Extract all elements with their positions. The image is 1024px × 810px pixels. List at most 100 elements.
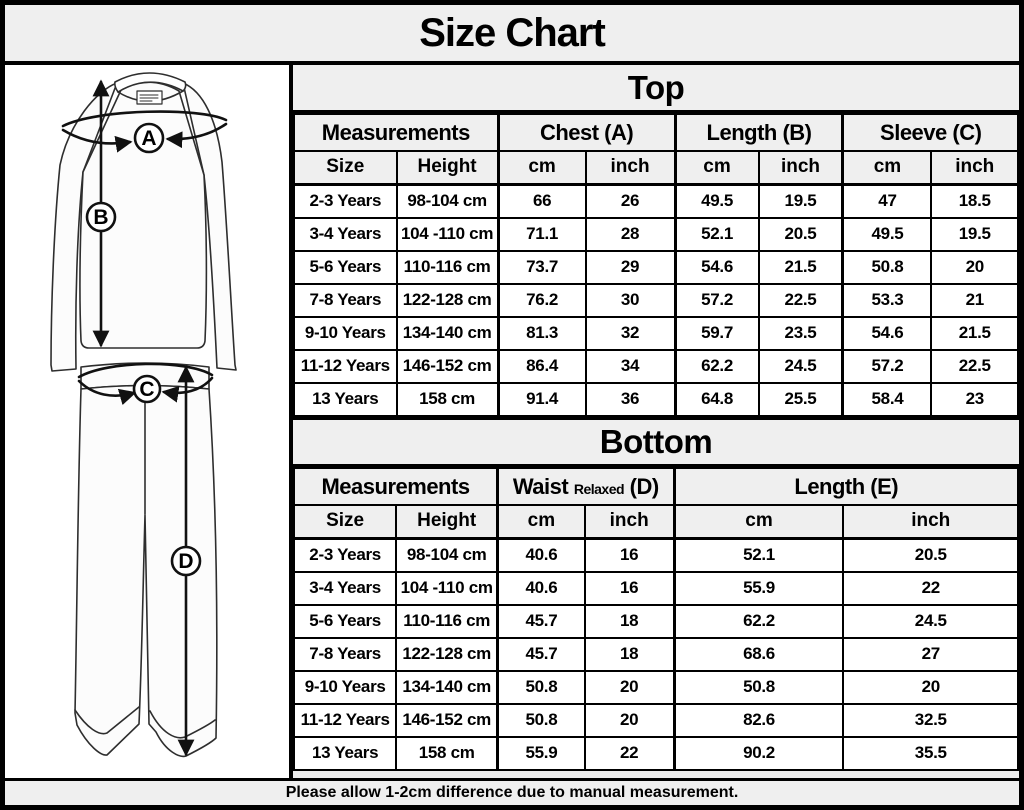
col-group-length-b: Length (B) <box>673 113 844 152</box>
table-cell: 25.5 <box>757 381 844 418</box>
waist-band-arc <box>77 362 214 379</box>
table-cell: 91.4 <box>496 381 587 418</box>
table-cell: 11-12 Years <box>293 348 398 384</box>
col-waist-inch: inch <box>583 504 676 540</box>
col-group-chest: Chest (A) <box>496 113 677 152</box>
table-cell: 2-3 Years <box>293 183 398 219</box>
col-height-bottom: Height <box>395 504 499 540</box>
table-cell: 57.2 <box>673 282 760 318</box>
table-row: 2-3 Years 98-104 cm 66 26 49.5 19.5 47 18.5 <box>293 183 1019 219</box>
table-cell: 40.6 <box>496 537 586 573</box>
waist-relaxed-label: Relaxed <box>573 480 625 497</box>
table-cell: 71.1 <box>496 216 587 252</box>
table-cell: 36 <box>584 381 677 418</box>
table-cell: 13 Years <box>293 381 398 418</box>
table-cell: 98-104 cm <box>395 537 499 573</box>
table-cell: 76.2 <box>496 282 587 318</box>
table-row: 2-3 Years 98-104 cm 40.6 16 52.1 20.5 <box>292 537 1019 573</box>
table-cell: 34 <box>584 348 677 384</box>
shirt-drawing <box>50 72 237 372</box>
badge-d: D <box>170 545 202 577</box>
table-row: 5-6 Years 110-116 cm 73.7 29 54.6 21.5 50.8 20 <box>293 249 1019 285</box>
table-cell: 18 <box>583 636 676 672</box>
shirt-body <box>79 81 208 349</box>
table-cell: 146-152 cm <box>395 348 500 384</box>
table-cell: 26 <box>584 183 677 219</box>
table-row: 13 Years 158 cm 55.9 22 90.2 35.5 <box>292 735 1019 772</box>
table-cell: 158 cm <box>395 381 500 418</box>
col-size: Size <box>293 150 398 186</box>
top-size-table: Measurements Chest (A) Length (B) Sleeve… <box>292 113 1019 418</box>
table-cell: 3-4 Years <box>293 216 398 252</box>
table-cell: 68.6 <box>672 636 845 672</box>
bottom-size-table: Measurements Waist Relaxed (D) Length (E… <box>292 467 1019 772</box>
table-cell: 22.5 <box>757 282 844 318</box>
table-cell: 22.5 <box>930 348 1019 384</box>
table-cell: 50.8 <box>496 669 586 705</box>
top-sub-header-row: Size Height cm inch cm inch cm inch <box>293 150 1019 186</box>
table-cell: 64.8 <box>673 381 760 418</box>
table-row: 7-8 Years 122-128 cm 45.7 18 68.6 27 <box>292 636 1019 672</box>
table-cell: 66 <box>496 183 587 219</box>
col-length-e-cm: cm <box>672 504 845 540</box>
table-cell: 146-152 cm <box>395 702 499 738</box>
col-height: Height <box>395 150 500 186</box>
table-row: 3-4 Years 104 -110 cm 40.6 16 55.9 22 <box>292 570 1019 606</box>
table-cell: 98-104 cm <box>395 183 500 219</box>
table-cell: 122-128 cm <box>395 636 499 672</box>
table-row: 11-12 Years 146-152 cm 86.4 34 62.2 24.5 57.2 2… <box>293 348 1019 384</box>
top-section-title: Top <box>627 68 685 106</box>
table-cell: 19.5 <box>930 216 1019 252</box>
col-group-sleeve: Sleeve (C) <box>841 113 1019 152</box>
table-row: 5-6 Years 110-116 cm 45.7 18 62.2 24.5 <box>292 603 1019 639</box>
col-chest-cm: cm <box>496 150 587 186</box>
table-cell: 16 <box>583 537 676 573</box>
col-chest-inch: inch <box>584 150 677 186</box>
table-cell: 47 <box>841 183 933 219</box>
bottom-section-banner: Bottom <box>293 417 1019 467</box>
table-cell: 21.5 <box>930 315 1019 351</box>
table-cell: 62.2 <box>673 348 760 384</box>
pants-left-cuff <box>74 706 140 735</box>
badge-c-letter: C <box>139 378 154 401</box>
table-cell: 5-6 Years <box>292 603 398 639</box>
table-cell: 54.6 <box>673 249 760 285</box>
table-cell: 20 <box>583 669 676 705</box>
table-cell: 55.9 <box>496 735 586 772</box>
table-cell: 58.4 <box>841 381 933 418</box>
table-cell: 49.5 <box>841 216 933 252</box>
table-cell: 52.1 <box>672 537 845 573</box>
col-group-waist: Waist Relaxed (D) <box>496 467 676 506</box>
table-cell: 28 <box>584 216 677 252</box>
badge-b: B <box>85 201 117 233</box>
table-cell: 110-116 cm <box>395 603 499 639</box>
table-cell: 20 <box>930 249 1019 285</box>
col-waist-cm: cm <box>496 504 586 540</box>
top-section-banner: Top <box>293 65 1019 113</box>
page-title: Size Chart <box>5 5 1019 65</box>
table-cell: 23.5 <box>757 315 844 351</box>
table-cell: 19.5 <box>757 183 844 219</box>
content-area: A B C D <box>5 65 1019 778</box>
table-cell: 59.7 <box>673 315 760 351</box>
table-cell: 21 <box>930 282 1019 318</box>
badge-a: A <box>133 122 165 154</box>
table-cell: 90.2 <box>672 735 845 772</box>
table-cell: 24.5 <box>842 603 1019 639</box>
waist-letter-label: (D) <box>629 473 660 499</box>
col-group-measurements: Measurements <box>292 113 500 152</box>
table-cell: 18 <box>583 603 676 639</box>
col-group-measurements-bottom: Measurements <box>293 467 499 506</box>
table-cell: 50.8 <box>841 249 933 285</box>
waist-arrow-left <box>77 379 137 406</box>
bottom-sub-header-row: Size Height cm inch cm inch <box>292 504 1019 540</box>
table-cell: 81.3 <box>496 315 587 351</box>
table-cell: 110-116 cm <box>395 249 500 285</box>
col-group-length-e: Length (E) <box>672 467 1019 506</box>
shirt-left-sleeve <box>50 82 118 372</box>
bottom-group-header-row: Measurements Waist Relaxed (D) Length (E… <box>293 467 1019 506</box>
col-length-cm: cm <box>673 150 760 186</box>
badge-b-letter: B <box>93 206 108 229</box>
table-cell: 35.5 <box>842 735 1019 772</box>
table-cell: 27 <box>842 636 1019 672</box>
